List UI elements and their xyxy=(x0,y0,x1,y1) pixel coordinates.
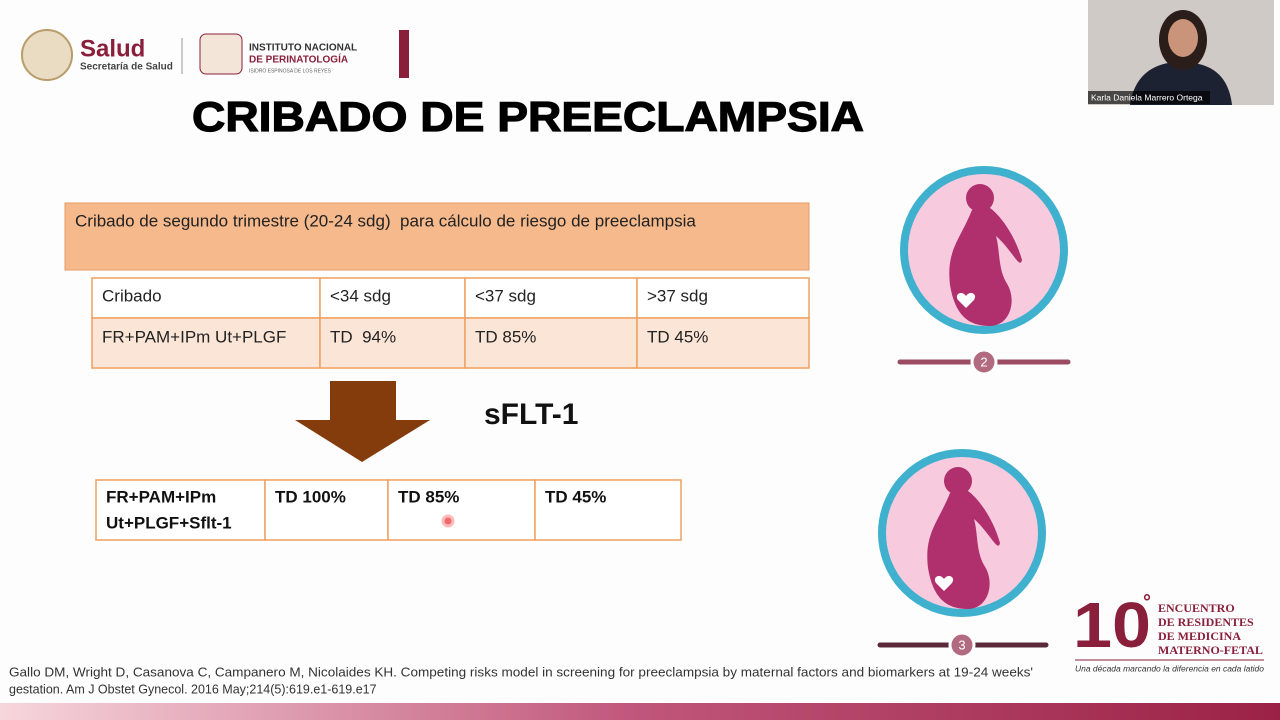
down-arrow xyxy=(295,381,430,462)
table-cell xyxy=(91,317,321,369)
citation-line: gestation. Am J Obstet Gynecol. 2016 May… xyxy=(9,682,377,696)
slider-knob xyxy=(948,631,976,659)
banner-text: Cribado de segundo trimestre (20-24 sdg)… xyxy=(75,211,696,230)
pregnancy-icon xyxy=(900,166,1068,334)
step-number: 3 xyxy=(958,637,965,652)
citation-line: Gallo DM, Wright D, Casanova C, Campaner… xyxy=(9,665,1033,679)
cell-text: <37 sdg xyxy=(475,286,536,305)
emblem xyxy=(21,29,73,81)
footer-bar xyxy=(0,703,1280,720)
name-label-bg xyxy=(1088,91,1210,104)
participant-face xyxy=(1168,19,1198,57)
slider-knob xyxy=(970,348,998,376)
logo-salud: Salud xyxy=(80,35,145,62)
table-cell xyxy=(636,277,810,319)
cursor-pointer xyxy=(441,514,455,528)
cell-text: TD 45% xyxy=(647,327,708,346)
logo-secretaria: Secretaría de Salud xyxy=(80,62,173,73)
institute-logo xyxy=(199,33,243,75)
arrow-label: sFLT-1 xyxy=(484,398,578,431)
banner xyxy=(64,202,810,271)
result-table: FR+PAM+IPm Ut+PLGF+Sflt-1 TD 100% TD 85% TD … xyxy=(95,479,682,541)
cell-text: TD 85% xyxy=(398,487,459,506)
event-degree: ° xyxy=(1143,591,1151,613)
table-cell xyxy=(636,317,810,369)
table-cell xyxy=(319,277,466,319)
cell-text: Cribado xyxy=(102,286,162,305)
cell-text: FR+PAM+IPm xyxy=(106,487,216,506)
institute-line: DE PERINATOLOGÍA xyxy=(249,53,348,66)
event-line: ENCUENTRO xyxy=(1158,601,1235,615)
event-line: DE RESIDENTES xyxy=(1158,615,1254,629)
cell-text: Ut+PLGF+Sflt-1 xyxy=(106,513,232,532)
table-cell xyxy=(464,277,638,319)
cell-text: TD 85% xyxy=(475,327,536,346)
participant-name: Karla Daniela Marrero Ortega xyxy=(1091,92,1203,102)
cell-text: TD 100% xyxy=(275,487,346,506)
institute-line: ISIDRO ESPINOSA DE LOS REYES xyxy=(249,68,332,74)
header-accent xyxy=(399,30,409,78)
event-line: DE MEDICINA xyxy=(1158,629,1241,643)
pregnancy-icon xyxy=(878,449,1046,617)
cell-text: >37 sdg xyxy=(647,286,708,305)
cell-text: TD 45% xyxy=(545,487,606,506)
step-number: 2 xyxy=(980,354,987,369)
cell-text: FR+PAM+IPm Ut+PLGF xyxy=(102,327,286,346)
institute-line: INSTITUTO NACIONAL xyxy=(249,43,357,54)
cell-text: TD 94% xyxy=(330,327,396,346)
table-cell xyxy=(264,479,389,541)
cell-text: <34 sdg xyxy=(330,286,391,305)
event-number: 10 xyxy=(1073,589,1151,661)
screening-table: Cribado <34 sdg <37 sdg >37 sdg FR+PAM+IPm U… xyxy=(91,277,810,369)
slide-title: CRIBADO DE PREECLAMPSIA xyxy=(192,93,864,140)
event-tagline: Una década marcando la diferencia en cad… xyxy=(1075,663,1264,673)
table-cell xyxy=(534,479,682,541)
event-line: MATERNO-FETAL xyxy=(1158,643,1263,657)
table-cell xyxy=(387,479,536,541)
